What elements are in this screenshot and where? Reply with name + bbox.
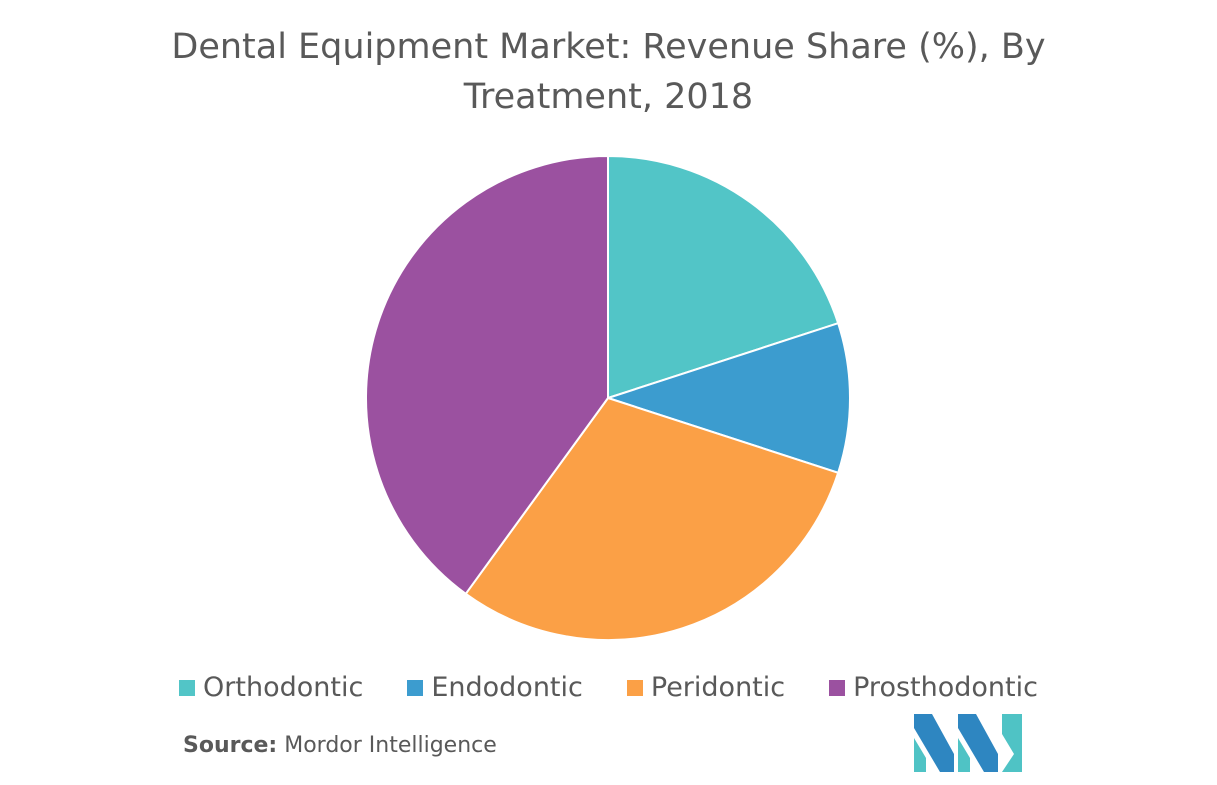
- legend-item-orthodontic: Orthodontic: [179, 672, 363, 703]
- legend-label: Prosthodontic: [853, 672, 1038, 703]
- legend-swatch: [179, 679, 196, 696]
- legend-swatch: [407, 679, 424, 696]
- chart-title: Dental Equipment Market: Revenue Share (…: [0, 22, 1217, 122]
- legend-swatch: [626, 679, 643, 696]
- legend-label: Orthodontic: [203, 672, 364, 703]
- chart-title-line: Dental Equipment Market: Revenue Share (…: [171, 27, 1046, 67]
- mordor-intelligence-logo-icon: [914, 714, 1022, 772]
- legend-item-endodontic: Endodontic: [407, 672, 583, 703]
- pie-slice-orthodontic: [607, 154, 840, 400]
- chart-title-line: Treatment, 2018: [463, 77, 754, 117]
- pie-slice-peridontic: [464, 396, 840, 641]
- legend-label: Endodontic: [431, 672, 583, 703]
- legend-swatch: [829, 679, 846, 696]
- legend-label: Peridontic: [650, 672, 786, 703]
- pie-slice-endodontic: [604, 321, 851, 475]
- source-prefix: Source:: [183, 733, 278, 758]
- legend-item-prosthodontic: Prosthodontic: [829, 672, 1038, 703]
- legend-item-peridontic: Peridontic: [626, 672, 786, 703]
- pie-slice-prosthodontic: [365, 154, 609, 596]
- pie-chart: [365, 154, 851, 641]
- legend: Orthodontic Endodontic Peridontic Prosthodo…: [0, 672, 1217, 703]
- source-note: Source: Mordor Intelligence: [183, 733, 497, 758]
- source-name: Mordor Intelligence: [277, 733, 497, 758]
